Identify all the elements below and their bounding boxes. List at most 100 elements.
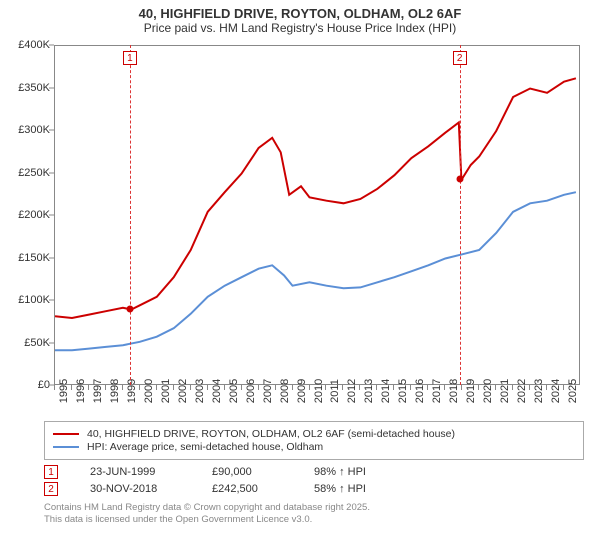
y-tick-label: £200K — [10, 209, 50, 221]
y-tick-mark — [49, 300, 54, 301]
chart-area: £0£50K£100K£150K£200K£250K£300K£350K£400… — [10, 37, 590, 417]
y-tick-label: £350K — [10, 82, 50, 94]
x-tick-label: 2008 — [279, 379, 291, 403]
x-tick-label: 2006 — [245, 379, 257, 403]
x-tick-mark — [495, 385, 496, 390]
y-tick-mark — [49, 215, 54, 216]
sale-marker-line — [130, 45, 131, 385]
x-tick-mark — [190, 385, 191, 390]
x-tick-mark — [173, 385, 174, 390]
y-tick-mark — [49, 87, 54, 88]
x-tick-mark — [512, 385, 513, 390]
x-tick-mark — [258, 385, 259, 390]
x-tick-label: 2012 — [346, 379, 358, 403]
sale-row-hpi: 58% ↑ HPI — [314, 483, 404, 495]
legend-swatch-hpi — [53, 446, 79, 448]
x-tick-mark — [88, 385, 89, 390]
x-tick-mark — [393, 385, 394, 390]
y-tick-mark — [49, 172, 54, 173]
x-tick-mark — [309, 385, 310, 390]
sale-row-price: £242,500 — [212, 483, 282, 495]
x-tick-mark — [461, 385, 462, 390]
x-tick-label: 2013 — [363, 379, 375, 403]
title-subtitle: Price paid vs. HM Land Registry's House … — [10, 21, 590, 35]
sale-row: 230-NOV-2018£242,50058% ↑ HPI — [44, 482, 584, 496]
x-tick-label: 1996 — [75, 379, 87, 403]
x-tick-label: 1999 — [126, 379, 138, 403]
sale-marker-line — [460, 45, 461, 385]
x-tick-mark — [156, 385, 157, 390]
x-tick-mark — [292, 385, 293, 390]
x-tick-mark — [325, 385, 326, 390]
x-tick-mark — [275, 385, 276, 390]
y-tick-label: £0 — [10, 379, 50, 391]
x-tick-label: 2007 — [262, 379, 274, 403]
x-tick-label: 2018 — [448, 379, 460, 403]
x-tick-label: 2010 — [313, 379, 325, 403]
y-tick-label: £300K — [10, 124, 50, 136]
x-tick-mark — [105, 385, 106, 390]
x-tick-label: 2014 — [380, 379, 392, 403]
sale-row-date: 23-JUN-1999 — [90, 466, 180, 478]
x-tick-label: 1998 — [109, 379, 121, 403]
x-tick-mark — [207, 385, 208, 390]
x-tick-label: 2023 — [533, 379, 545, 403]
x-tick-mark — [71, 385, 72, 390]
x-tick-mark — [546, 385, 547, 390]
x-tick-label: 2001 — [160, 379, 172, 403]
x-tick-label: 1995 — [58, 379, 70, 403]
sale-row-marker: 1 — [44, 465, 58, 479]
x-tick-label: 2002 — [177, 379, 189, 403]
x-tick-mark — [444, 385, 445, 390]
x-tick-label: 2004 — [211, 379, 223, 403]
plot-region — [54, 45, 580, 385]
y-tick-mark — [49, 130, 54, 131]
legend: 40, HIGHFIELD DRIVE, ROYTON, OLDHAM, OL2… — [44, 421, 584, 460]
x-tick-label: 2009 — [296, 379, 308, 403]
y-tick-label: £400K — [10, 39, 50, 51]
chart-lines-svg — [55, 46, 581, 386]
series-hpi-line — [55, 192, 576, 350]
series-property-line — [55, 78, 576, 318]
x-tick-label: 2005 — [228, 379, 240, 403]
x-tick-label: 2019 — [465, 379, 477, 403]
attribution-line1: Contains HM Land Registry data © Crown c… — [44, 502, 584, 514]
y-tick-mark — [49, 257, 54, 258]
legend-item-property: 40, HIGHFIELD DRIVE, ROYTON, OLDHAM, OL2… — [53, 428, 575, 440]
x-tick-mark — [54, 385, 55, 390]
sale-marker-dot — [456, 175, 463, 182]
x-tick-label: 2024 — [550, 379, 562, 403]
x-tick-mark — [478, 385, 479, 390]
x-tick-label: 2000 — [143, 379, 155, 403]
sale-marker-dot — [126, 305, 133, 312]
legend-item-hpi: HPI: Average price, semi-detached house,… — [53, 441, 575, 453]
legend-label-property: 40, HIGHFIELD DRIVE, ROYTON, OLDHAM, OL2… — [87, 428, 455, 440]
y-tick-label: £250K — [10, 167, 50, 179]
x-tick-label: 2017 — [431, 379, 443, 403]
x-tick-label: 2003 — [194, 379, 206, 403]
x-tick-mark — [427, 385, 428, 390]
y-tick-label: £150K — [10, 252, 50, 264]
sale-row: 1 23-JUN-1999 £90,000 98% ↑ HPI — [44, 465, 584, 479]
sale-marker-box: 2 — [453, 51, 467, 65]
x-tick-label: 2016 — [414, 379, 426, 403]
x-tick-mark — [410, 385, 411, 390]
x-tick-label: 2025 — [567, 379, 579, 403]
x-tick-mark — [376, 385, 377, 390]
title-address: 40, HIGHFIELD DRIVE, ROYTON, OLDHAM, OL2… — [10, 6, 590, 21]
x-tick-label: 2021 — [499, 379, 511, 403]
sale-row-hpi: 98% ↑ HPI — [314, 466, 404, 478]
x-tick-label: 2015 — [397, 379, 409, 403]
y-tick-mark — [49, 45, 54, 46]
x-tick-label: 2020 — [482, 379, 494, 403]
attribution-line2: This data is licensed under the Open Gov… — [44, 514, 584, 526]
x-tick-mark — [224, 385, 225, 390]
y-tick-label: £50K — [10, 337, 50, 349]
legend-label-hpi: HPI: Average price, semi-detached house,… — [87, 441, 323, 453]
x-tick-label: 2022 — [516, 379, 528, 403]
sale-row-price: £90,000 — [212, 466, 282, 478]
sale-row-marker: 2 — [44, 482, 58, 496]
x-tick-mark — [139, 385, 140, 390]
x-tick-mark — [563, 385, 564, 390]
sale-marker-box: 1 — [123, 51, 137, 65]
